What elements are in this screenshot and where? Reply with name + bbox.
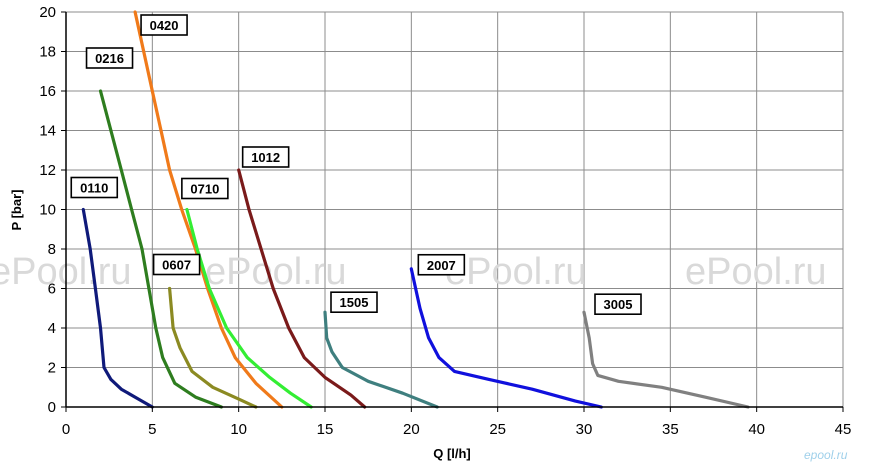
x-tick-label: 0	[62, 421, 70, 438]
series-label-1012: 1012	[241, 146, 290, 168]
y-tick-label: 12	[39, 162, 56, 179]
series-label-text: 0216	[95, 51, 124, 66]
series-line-0420	[133, 10, 284, 409]
y-tick-label: 16	[39, 83, 56, 100]
y-tick-label: 4	[48, 320, 56, 337]
series-line-0710	[185, 207, 313, 409]
series-line-2007	[409, 267, 603, 409]
series-labels: 0110 0216 0420 0607 0710 1012 1505 2007 3005	[70, 14, 642, 316]
series-label-box	[417, 253, 466, 276]
series-label-0110: 0110	[70, 176, 119, 199]
y-tick-label: 10	[39, 202, 56, 219]
series-label-text: 2007	[427, 258, 456, 273]
series-label-box	[594, 293, 642, 316]
y-axis-title: P [bar]	[9, 190, 24, 231]
series-label-2007: 2007	[417, 253, 466, 276]
series-line-1012	[237, 168, 367, 409]
series-label-text: 0110	[80, 181, 108, 196]
series-label-0216: 0216	[85, 47, 134, 69]
y-tick-label: 20	[39, 4, 56, 21]
series-line-0216	[98, 89, 223, 409]
watermark-text: ePool.ru	[685, 251, 827, 293]
x-tick-label: 25	[489, 421, 506, 438]
x-tick-label: 30	[576, 421, 593, 438]
site-logo: epool.ru	[804, 448, 848, 462]
series-label-box	[330, 291, 378, 314]
series-label-box	[70, 176, 119, 199]
series-label-box	[181, 177, 229, 200]
x-tick-label: 40	[748, 421, 765, 438]
x-tick-label: 45	[835, 421, 852, 438]
series-label-text: 1012	[251, 150, 280, 165]
y-tick-label: 8	[48, 241, 56, 258]
x-axis-title: Q [l/h]	[433, 446, 471, 461]
series-label-text: 1505	[340, 295, 369, 310]
series-line-1505	[323, 310, 439, 409]
series-label-text: 0607	[162, 258, 191, 273]
series-label-0710: 0710	[181, 177, 229, 200]
series-label-box	[241, 146, 290, 168]
series-line-0110	[81, 207, 154, 409]
x-tick-label: 5	[148, 421, 156, 438]
x-tick-label: 15	[317, 421, 334, 438]
watermark-text: ePool.ru	[205, 251, 347, 293]
x-tick-label: 35	[662, 421, 679, 438]
watermark-text: ePool.ru	[445, 251, 587, 293]
series-label-box	[140, 14, 188, 36]
series-line-3005	[582, 310, 750, 409]
y-tick-label: 6	[48, 281, 56, 298]
series-label-0607: 0607	[152, 253, 201, 276]
y-tick-label: 18	[39, 44, 56, 61]
series-label-0420: 0420	[140, 14, 188, 36]
series-label-3005: 3005	[594, 293, 642, 316]
series-label-box	[85, 47, 134, 69]
x-tick-label: 20	[403, 421, 420, 438]
y-tick-label: 0	[48, 399, 56, 416]
series-label-text: 3005	[604, 297, 633, 312]
series-line-0607	[168, 286, 258, 409]
y-tick-label: 2	[48, 360, 56, 377]
series-label-box	[152, 253, 201, 276]
series-label-text: 0710	[190, 182, 219, 197]
x-tick-label: 10	[230, 421, 247, 438]
series-label-text: 0420	[150, 18, 179, 33]
y-tick-label: 14	[39, 123, 56, 140]
series-label-1505: 1505	[330, 291, 378, 314]
